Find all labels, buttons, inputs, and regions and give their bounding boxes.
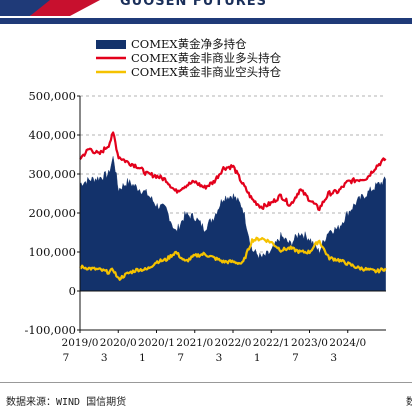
x-tick-label-sub: 7 [177,352,184,364]
y-tick-label: -100,000 [25,323,76,337]
series-line-noncommercial-short [79,236,387,281]
x-tick-label: 2021/0 [176,337,213,349]
x-tick-label: 2022/0 [215,337,252,349]
x-tick-label-sub: 7 [63,352,70,364]
x-tick-label: 2023/0 [291,337,328,349]
x-tick-label: 2019/0 [62,337,99,349]
x-tick-label-sub: 3 [216,352,223,364]
y-tick-label: 100,000 [28,245,76,259]
x-tick-label-sub: 1 [139,352,146,364]
brand-logo-mark [0,0,100,16]
x-tick-label-sub: 3 [101,352,108,364]
y-tick-label: 400,000 [28,128,76,142]
y-tick-label: 200,000 [28,206,76,220]
x-tick-label: 2022/1 [253,337,290,349]
y-tick-label: 300,000 [28,167,76,181]
chart-area: -100,000 0 100,000 200,000 300,000 400,000 500… [0,30,412,380]
y-tick-label: 0 [69,284,76,298]
data-source-note: 数据来源：WIND 国信期货 [6,397,127,408]
legend-label: COMEX黄金净多持仓 [131,37,247,51]
x-tick-label-sub: 7 [292,352,299,364]
x-tick-label: 2024/0 [329,337,366,349]
header-rule [0,18,412,24]
brand-name: GUOSEN FUTURES [120,0,268,9]
series-line-noncommercial-long [79,131,387,212]
header-bar: GUOSEN FUTURES [0,0,412,32]
series-area-net-long [79,156,386,292]
y-tick-label: 500,000 [28,89,76,103]
legend-label: COMEX黄金非商业空头持仓 [131,65,282,79]
x-tick-label: 2020/1 [138,337,175,349]
x-tick-label-sub: 1 [254,352,261,364]
legend-label: COMEX黄金非商业多头持仓 [131,51,282,65]
cot-position-chart: -100,000 0 100,000 200,000 300,000 400,000 500… [25,37,387,364]
legend-swatch-area [96,40,126,49]
x-tick-label: 2020/0 [100,337,137,349]
x-tick-label-sub: 3 [330,352,337,364]
footer-divider [0,382,412,383]
right-edge-fragment: 数 [406,397,412,408]
